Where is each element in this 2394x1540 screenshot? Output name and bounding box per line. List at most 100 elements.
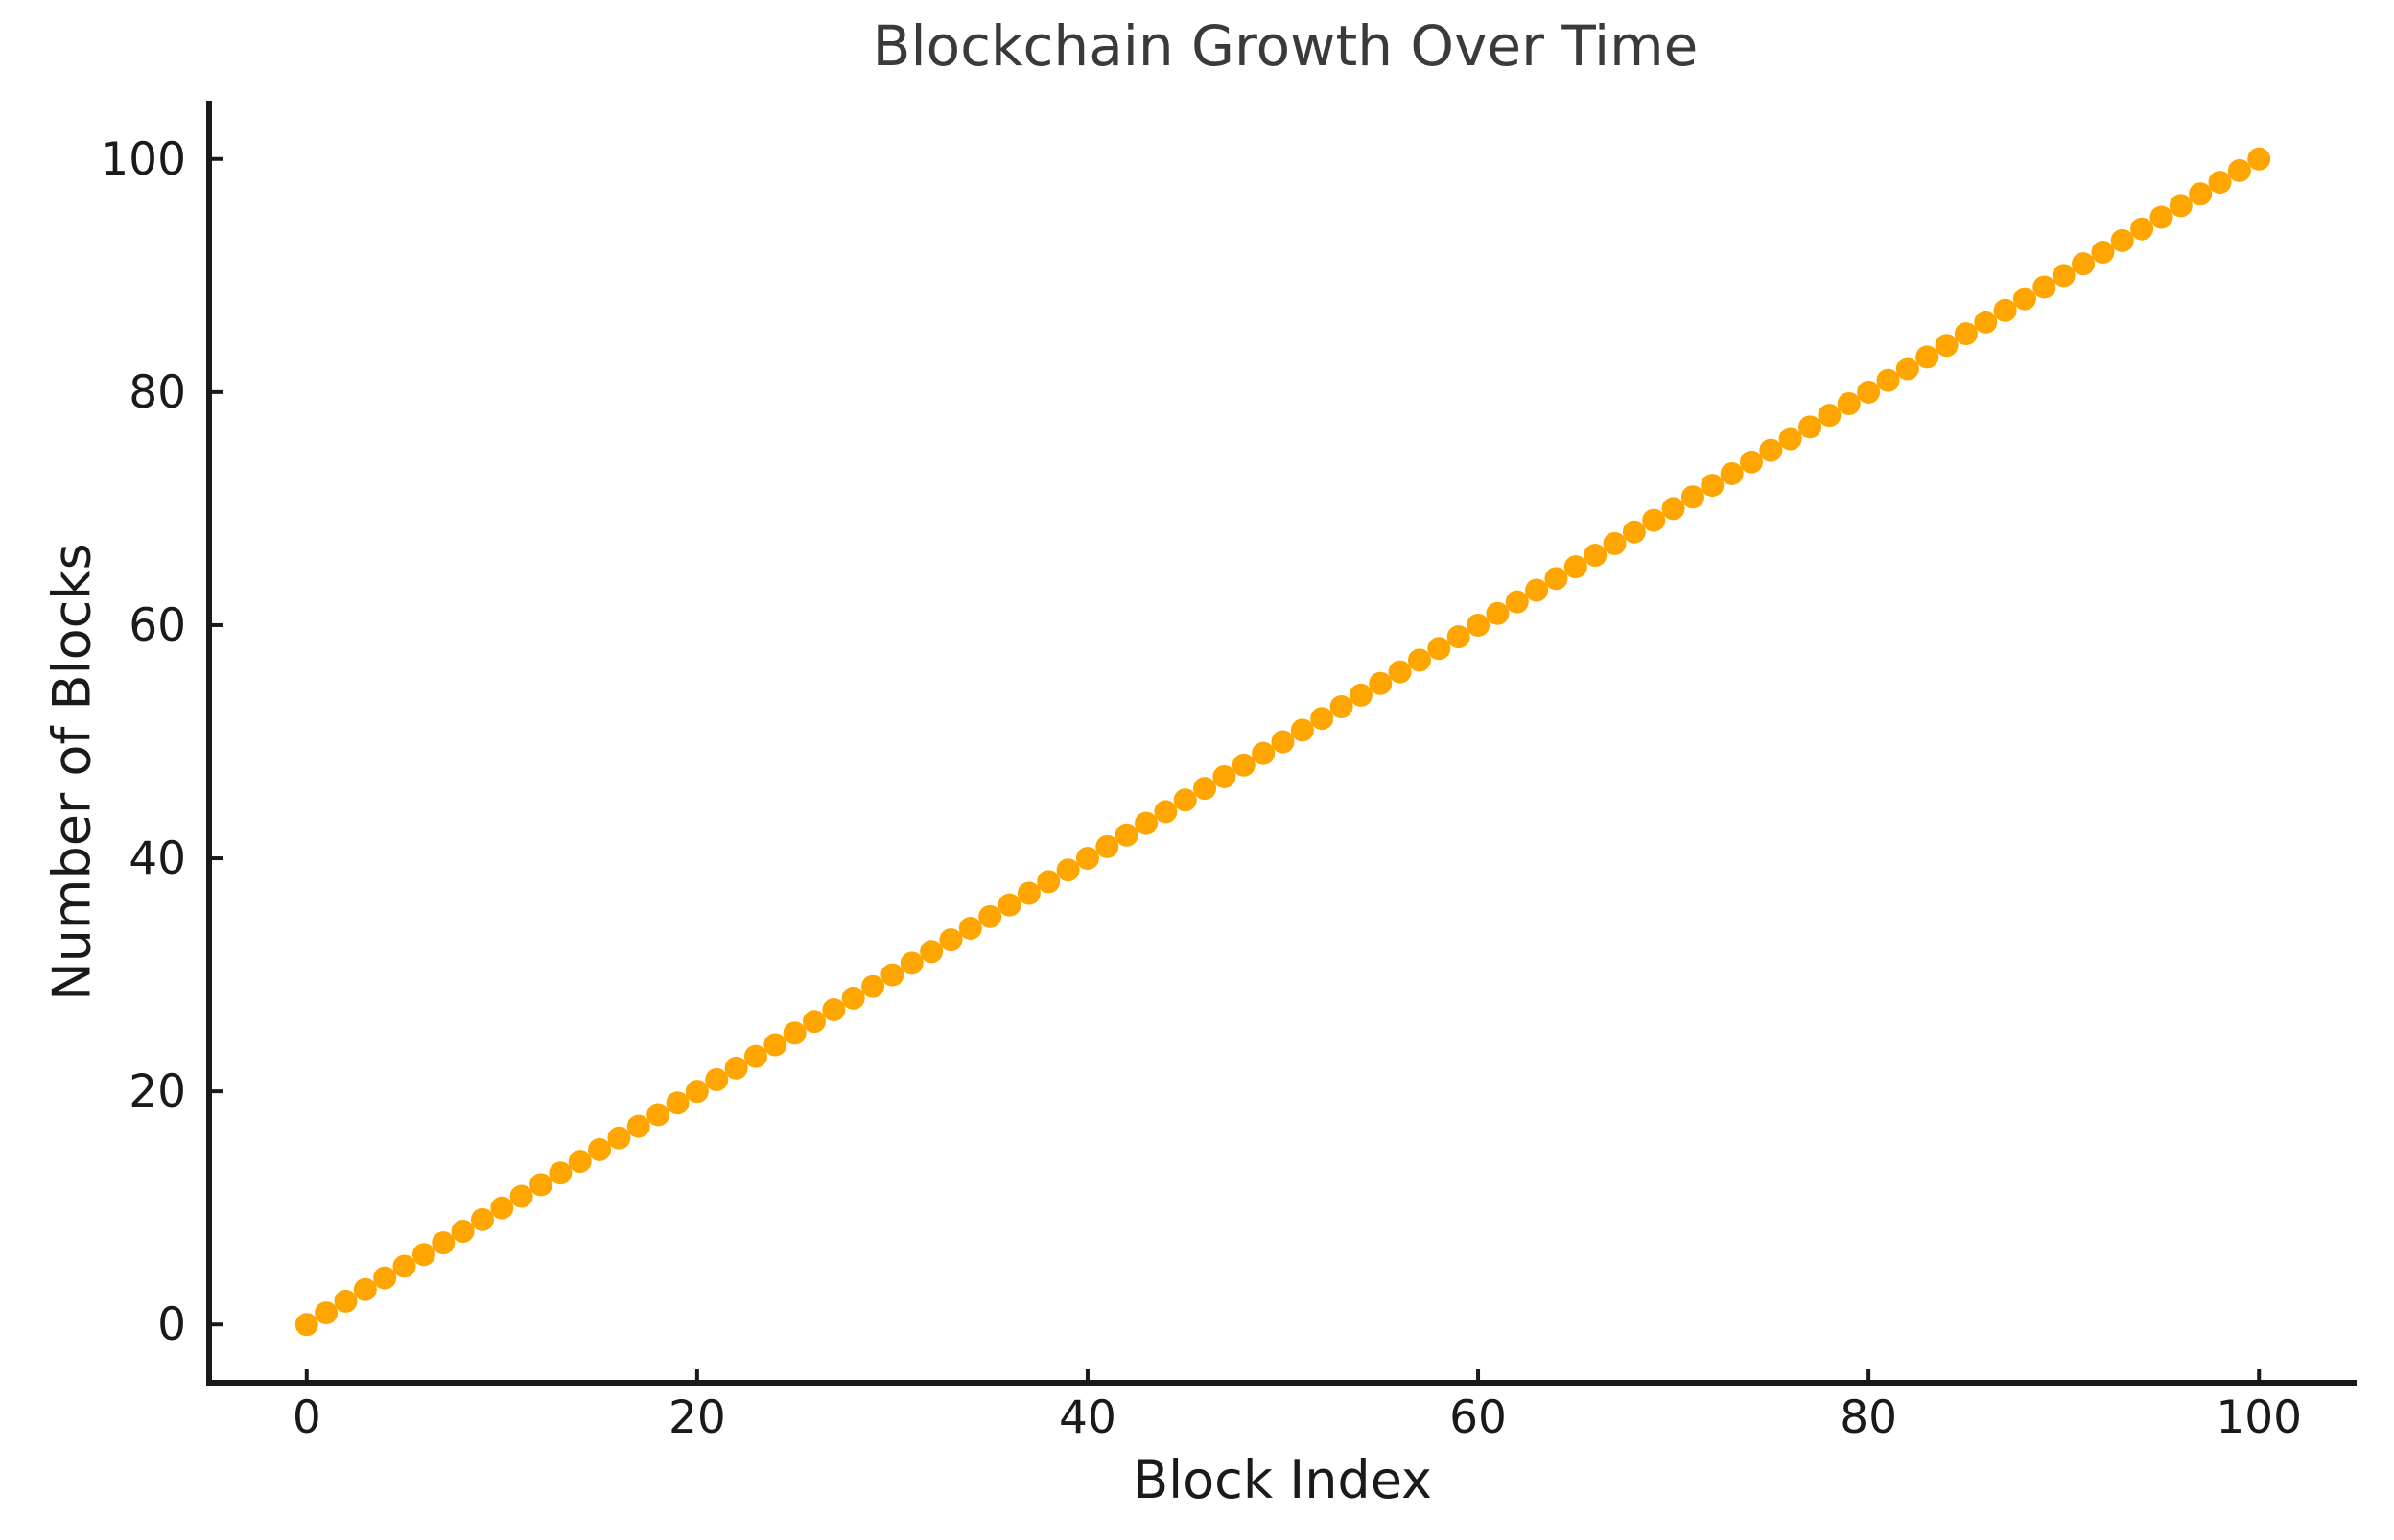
data-point — [1563, 555, 1587, 579]
data-point — [588, 1137, 612, 1161]
data-point — [1798, 415, 1822, 439]
y-tick-label: 40 — [129, 832, 186, 885]
data-point — [334, 1289, 358, 1313]
data-point — [1252, 741, 1276, 765]
data-point — [626, 1114, 650, 1138]
x-tick-label: 20 — [669, 1391, 726, 1444]
data-point — [1603, 531, 1627, 555]
data-point — [470, 1207, 494, 1231]
data-point — [1056, 858, 1080, 882]
data-point — [1818, 404, 1842, 428]
data-point — [802, 1010, 826, 1034]
data-point — [1857, 380, 1881, 404]
data-point — [1115, 823, 1138, 847]
data-point — [2130, 217, 2154, 241]
y-tick-label: 20 — [129, 1065, 186, 1118]
data-point — [1525, 578, 1549, 602]
data-point — [373, 1266, 397, 1290]
data-point — [978, 904, 1002, 928]
data-point — [822, 998, 846, 1022]
data-point — [841, 986, 865, 1010]
data-point — [568, 1150, 592, 1174]
data-point — [2052, 264, 2076, 288]
data-point — [1935, 334, 1959, 358]
data-point — [2032, 275, 2056, 299]
data-point — [1388, 660, 1412, 684]
data-point — [2189, 182, 2213, 206]
x-tick-label: 80 — [1840, 1391, 1897, 1444]
data-point — [1095, 834, 1119, 858]
y-tick-label: 100 — [100, 133, 186, 186]
data-point — [1369, 671, 1393, 695]
data-point — [1505, 590, 1529, 614]
data-point — [1778, 427, 1802, 451]
data-point — [1017, 881, 1041, 905]
data-point — [1173, 788, 1197, 812]
data-point — [783, 1021, 807, 1045]
x-tick-label: 0 — [293, 1391, 321, 1444]
x-axis-label: Block Index — [1133, 1450, 1432, 1510]
data-point — [666, 1091, 690, 1115]
data-point — [1661, 497, 1685, 521]
data-point — [1895, 357, 1919, 381]
data-point — [1467, 613, 1490, 637]
y-tick-label: 60 — [129, 599, 186, 652]
data-point — [2227, 158, 2251, 182]
data-point — [1427, 637, 1451, 661]
data-point — [1193, 777, 1217, 801]
data-point — [1876, 368, 1900, 392]
chart-title: Blockchain Growth Over Time — [872, 13, 1699, 79]
data-point — [861, 974, 885, 998]
data-point — [1680, 485, 1704, 509]
data-point — [1486, 601, 1510, 625]
data-points — [294, 147, 2271, 1337]
data-point — [509, 1184, 533, 1208]
data-point — [451, 1219, 475, 1243]
data-point — [1759, 438, 1783, 462]
data-point — [2072, 252, 2096, 276]
data-point — [411, 1243, 435, 1267]
data-point — [1701, 474, 1725, 498]
data-point — [1349, 683, 1373, 707]
data-point — [1212, 764, 1236, 788]
y-tick-label: 0 — [157, 1298, 186, 1351]
data-point — [646, 1103, 670, 1127]
data-point — [1135, 811, 1159, 835]
data-point — [2091, 241, 2115, 265]
data-point — [2247, 147, 2271, 171]
y-tick-label: 80 — [129, 366, 186, 419]
data-point — [1642, 508, 1666, 532]
data-point — [1622, 520, 1646, 544]
data-point — [1720, 461, 1744, 485]
data-point — [939, 928, 963, 952]
data-point — [1740, 450, 1764, 474]
data-point — [2149, 205, 2173, 229]
data-point — [998, 893, 1021, 917]
data-point — [1974, 310, 1998, 334]
data-point — [392, 1254, 416, 1278]
data-point — [705, 1067, 729, 1091]
data-point — [1075, 847, 1099, 871]
data-point — [1915, 345, 1939, 369]
data-point — [900, 951, 924, 975]
data-point — [1310, 707, 1334, 731]
data-point — [2012, 287, 2036, 311]
data-point — [1993, 298, 2017, 322]
x-tick-label: 60 — [1449, 1391, 1507, 1444]
data-point — [490, 1196, 514, 1220]
data-point — [1407, 648, 1431, 672]
data-point — [2208, 171, 2232, 195]
data-point — [1329, 695, 1353, 719]
data-point — [1584, 544, 1608, 568]
data-point — [353, 1277, 377, 1301]
data-point — [315, 1301, 339, 1325]
x-tick-label: 100 — [2216, 1391, 2302, 1444]
data-point — [880, 963, 904, 987]
x-tick-label: 40 — [1059, 1391, 1116, 1444]
data-point — [1446, 625, 1470, 649]
data-point — [920, 940, 944, 964]
data-point — [549, 1161, 573, 1185]
data-point — [2169, 194, 2193, 218]
data-point — [1954, 322, 1978, 346]
